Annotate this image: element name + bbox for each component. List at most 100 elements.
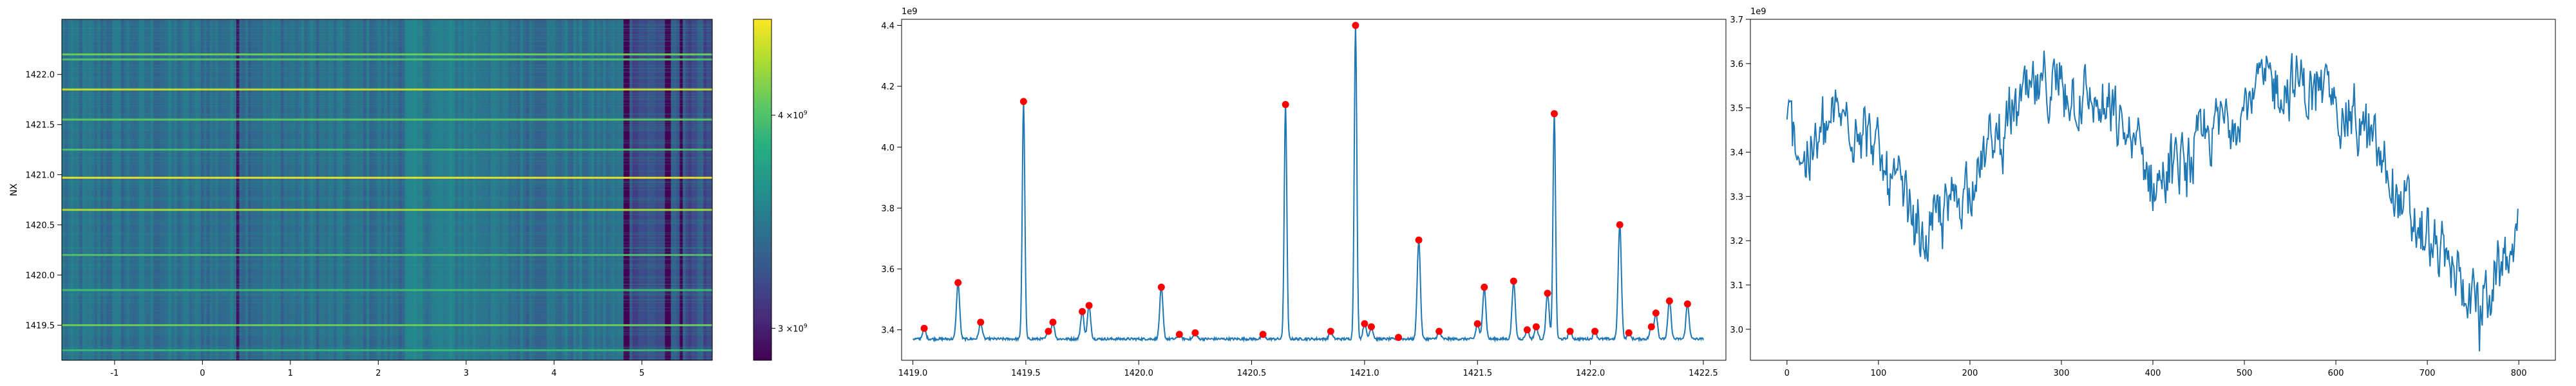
series-y-tick-label: 3.7: [1730, 15, 1743, 25]
peaks-x-tick: 1421.5: [1463, 360, 1492, 378]
peaks-y-axis: 3.4 3.6 3.8 4.0 4.2 4.4: [881, 21, 902, 336]
series-y-tick-label: 3.4: [1730, 148, 1743, 158]
peaks-y-tick-label: 4.2: [881, 82, 895, 92]
peaks-y-tick-label: 3.6: [881, 265, 895, 275]
peak-marker: [1175, 331, 1183, 338]
series-y-tick-label: 3.2: [1730, 237, 1743, 246]
series-y-tick-label: 3.0: [1730, 326, 1743, 335]
peak-marker: [1647, 323, 1655, 331]
series-x-tick-label: 200: [1962, 369, 1978, 378]
series-x-tick: 400: [2145, 360, 2161, 378]
colorbar-ticks: 3 ×109 4 ×109: [772, 110, 808, 334]
heatmap-x-tick-label: 4: [551, 369, 556, 378]
heatmap-x-tick-label: 1: [288, 369, 293, 378]
peak-marker: [1079, 308, 1086, 315]
series-y-tick: 3.2: [1730, 237, 1750, 246]
heatmap-x-tick: 2: [375, 360, 381, 378]
series-x-tick-label: 400: [2145, 369, 2161, 378]
colorbar-tick: 3 ×109: [772, 323, 808, 334]
heatmap-y-tick-label: 1421.5: [26, 121, 55, 131]
heatmap-x-tick: -1: [110, 360, 118, 378]
heatmap-bright-row: [62, 88, 712, 91]
peaks-x-tick: 1422.5: [1689, 360, 1718, 378]
heatmap-y-tick-label: 1419.5: [26, 321, 55, 331]
heatmap-bright-row: [62, 324, 712, 326]
heatmap-ylabel: NX: [9, 183, 19, 196]
colorbar: 3 ×109 4 ×109: [753, 19, 808, 361]
heatmap-bright-row: [62, 176, 712, 179]
peaks-x-tick: 1422.0: [1576, 360, 1605, 378]
peaks-x-tick: 1419.5: [1011, 360, 1041, 378]
peak-marker: [1367, 323, 1375, 331]
peak-marker: [1665, 297, 1673, 305]
colorbar-tick-label: 4 ×109: [778, 110, 808, 121]
heatmap-frame: [61, 19, 713, 361]
peaks-x-tick: 1421.0: [1350, 360, 1379, 378]
peak-marker: [1361, 320, 1368, 327]
peak-marker: [977, 318, 985, 326]
peaks-y-tick-label: 4.0: [881, 143, 895, 153]
peaks-y-tick: 3.8: [881, 204, 902, 214]
series-x-tick-label: 800: [2511, 369, 2527, 378]
heatmap-y-tick: 1419.5: [26, 321, 62, 331]
series-x-tick: 700: [2420, 360, 2436, 378]
peaks-x-tick-label: 1421.0: [1350, 369, 1379, 378]
peak-marker: [1550, 110, 1558, 118]
peaks-x-tick-label: 1421.5: [1463, 369, 1492, 378]
peak-marker: [1045, 327, 1052, 335]
heatmap-x-tick-label: 5: [639, 369, 645, 378]
series-y-tick: 3.3: [1730, 192, 1750, 202]
peak-marker: [1616, 221, 1624, 228]
peak-marker: [1591, 327, 1599, 335]
series-y-tick-label: 3.3: [1730, 192, 1743, 202]
peak-marker: [1157, 283, 1165, 291]
heatmap-bright-row: [62, 289, 712, 291]
heatmap-y-tick-label: 1422.0: [26, 71, 55, 80]
peaks-y-tick: 4.4: [881, 21, 902, 31]
heatmap-y-axis: 1419.5 1420.0 1420.5 1421.0 1421.5 1422.0: [26, 71, 62, 331]
peak-marker: [1259, 331, 1267, 338]
series-x-tick-label: 500: [2237, 369, 2253, 378]
heatmap-y-tick: 1421.5: [26, 121, 62, 131]
heatmap-y-tick-label: 1420.0: [26, 271, 55, 281]
heatmap-x-tick-label: 3: [464, 369, 469, 378]
peak-marker: [1049, 318, 1057, 326]
heatmap-x-tick: 3: [464, 360, 469, 378]
series-x-tick: 500: [2237, 360, 2253, 378]
heatmap-y-tick: 1420.5: [26, 221, 62, 231]
series-x-tick-label: 300: [2054, 369, 2070, 378]
heatmap-bright-row: [62, 53, 712, 56]
heatmap-x-axis: -1 0 1 2 3 4 5: [110, 360, 645, 378]
series-offset-label: 1e9: [1750, 7, 1766, 17]
heatmap-y-tick: 1420.0: [26, 271, 62, 281]
peak-marker: [1625, 329, 1633, 336]
peaks-x-tick-label: 1419.0: [898, 369, 928, 378]
peak-marker: [1473, 320, 1481, 327]
series-x-tick: 200: [1962, 360, 1978, 378]
heatmap-x-tick: 4: [551, 360, 556, 378]
heatmap-x-tick-label: -1: [110, 369, 118, 378]
peaks-y-tick-label: 3.8: [881, 204, 895, 214]
peak-marker: [1019, 98, 1027, 106]
peaks-frame-bg: [902, 19, 1726, 360]
peak-marker: [1523, 326, 1531, 334]
series-y-tick: 3.6: [1730, 60, 1750, 69]
peaks-y-tick-label: 4.4: [881, 21, 895, 31]
peak-marker: [1683, 300, 1691, 308]
peaks-x-tick-label: 1420.5: [1237, 369, 1267, 378]
series-panel: 0 100 200 300 400 500 600 700 800 3.03.13.23.33.…: [1730, 7, 2556, 378]
heatmap-image: [62, 19, 712, 360]
peaks-y-tick-label: 3.4: [881, 326, 895, 336]
peak-marker: [920, 324, 928, 332]
peaks-x-tick: 1420.5: [1237, 360, 1267, 378]
series-y-tick: 3.4: [1730, 148, 1750, 158]
peak-marker: [1085, 302, 1093, 309]
heatmap-x-tick: 0: [200, 360, 205, 378]
peak-marker: [1532, 323, 1540, 331]
peaks-markers: [920, 21, 1691, 342]
heatmap-bright-row: [62, 208, 712, 211]
heatmap-panel: -1 0 1 2 3 4 5 1419.51420.01420.51421.01421.51…: [9, 19, 713, 378]
colorbar-tick: 4 ×109: [772, 110, 808, 121]
peaks-x-tick-label: 1422.5: [1689, 369, 1718, 378]
